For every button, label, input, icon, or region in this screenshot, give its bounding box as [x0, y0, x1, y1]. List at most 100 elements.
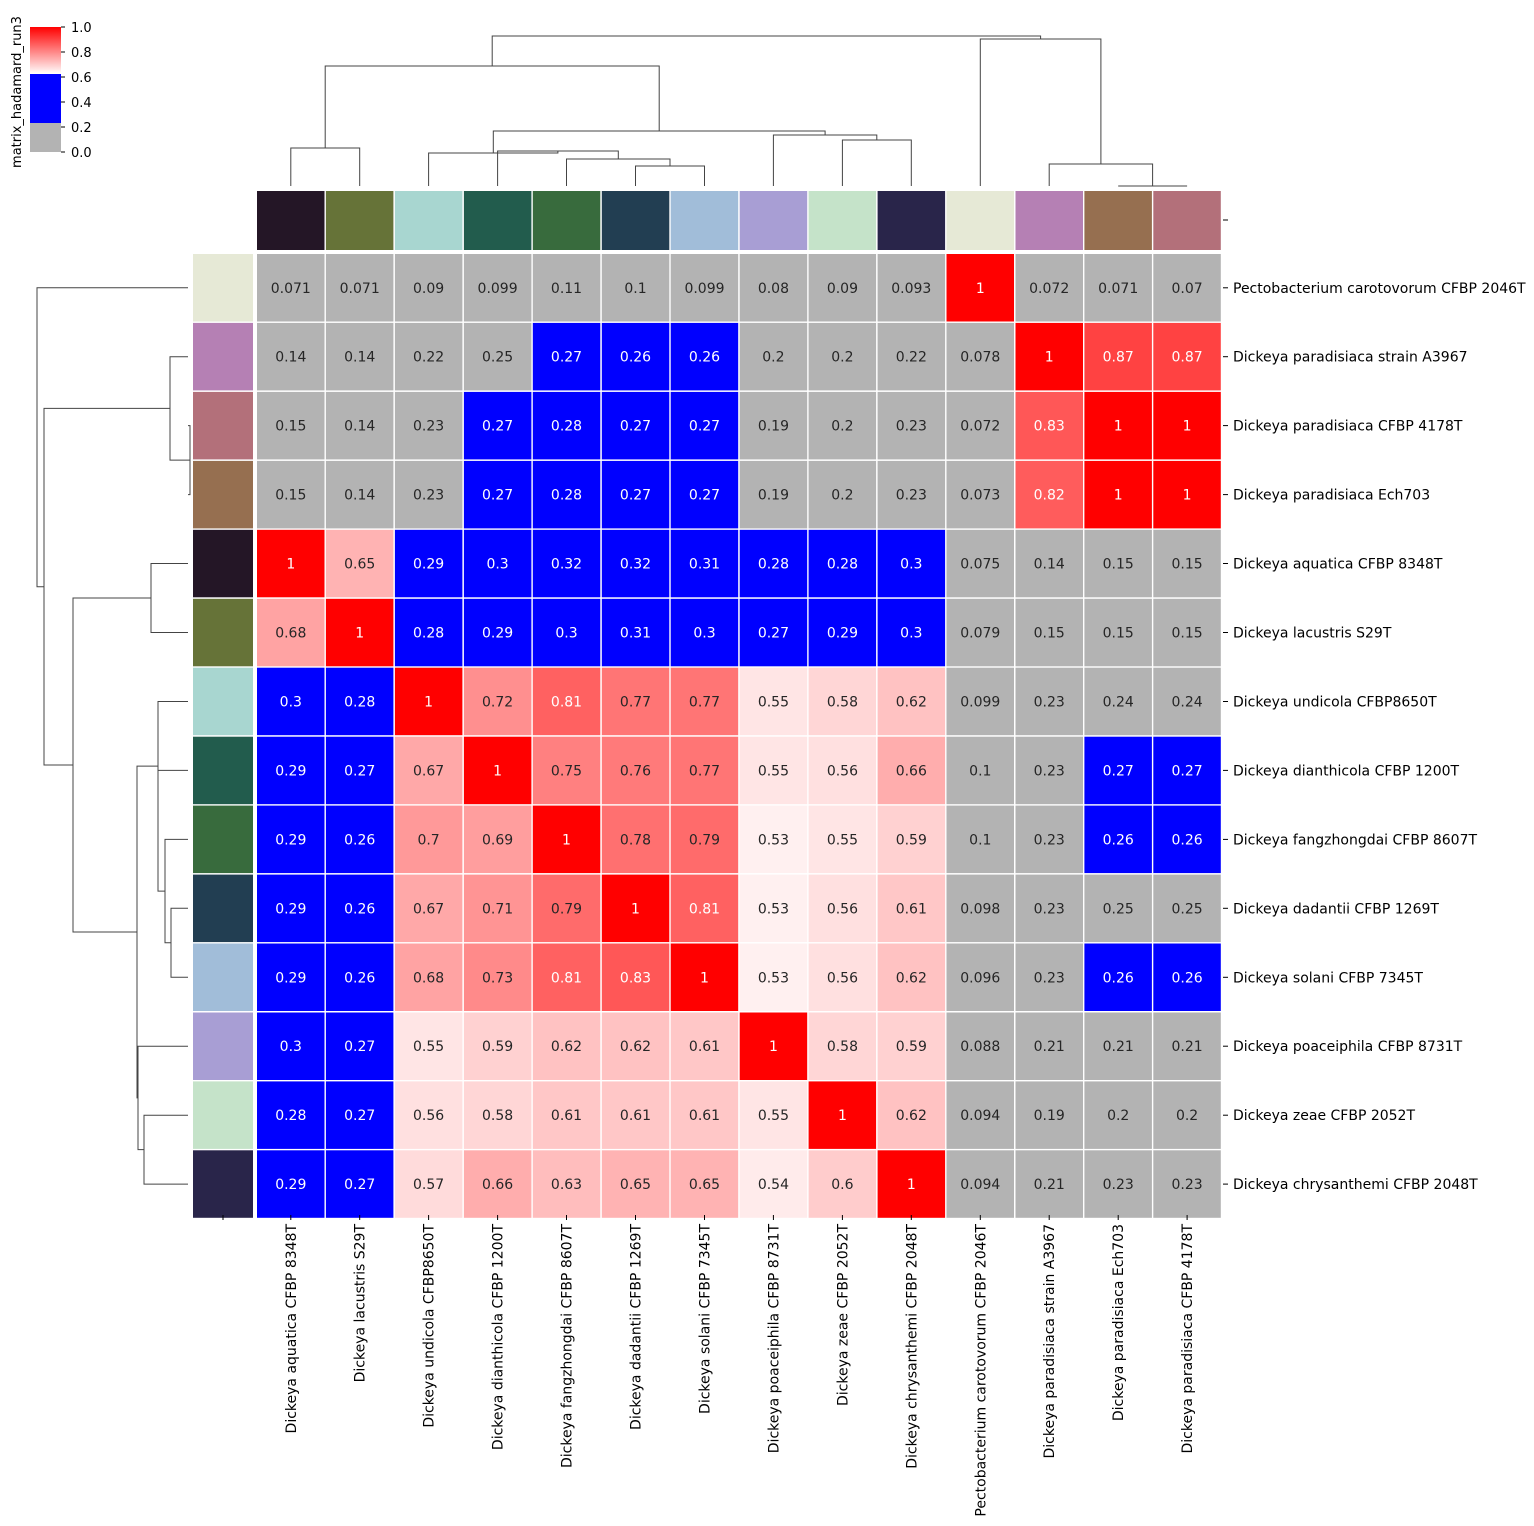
cell-value-label: 0.26 [1172, 970, 1203, 986]
heatmap-cell [601, 667, 670, 736]
heatmap-cell [257, 667, 325, 736]
cell-value-label: 0.57 [413, 1177, 444, 1193]
cell-value-label: 0.26 [689, 350, 720, 366]
cell-value-label: 0.28 [413, 626, 444, 642]
cell-value-label: 0.29 [275, 901, 306, 917]
row-dendrogram-link [36, 287, 188, 588]
heatmap-cell [946, 1081, 1014, 1149]
heatmap-cell [1084, 943, 1152, 1011]
heatmap-cell [463, 1012, 532, 1080]
heatmap-cells: 0.071 0.071 0.09 0.099 0.11 0.1 0.099 0.08 0.09 0… [257, 254, 1221, 1218]
column-color-swatch [325, 191, 394, 250]
cell-value-label: 0.21 [1034, 1039, 1065, 1055]
heatmap-cell [1153, 667, 1221, 736]
column-color-strip [257, 191, 1228, 250]
cell-value-label: 0.72 [482, 695, 513, 711]
heatmap-cell [739, 254, 808, 322]
heatmap-cell [946, 460, 1014, 529]
cell-value-label: 0.21 [1034, 1177, 1065, 1193]
heatmap-cell [601, 254, 670, 322]
cell-value-label: 0.19 [1034, 1108, 1065, 1124]
colorbar-band-high [30, 27, 61, 74]
cell-value-label: 0.27 [344, 1177, 375, 1193]
heatmap-cell [532, 322, 601, 391]
heatmap-cell [463, 736, 532, 805]
cell-value-label: 0.67 [413, 901, 444, 917]
cell-value-label: 0.2 [831, 350, 853, 366]
heatmap-cell [1084, 1150, 1152, 1218]
heatmap-cell [532, 529, 601, 598]
column-dendrogram-link [635, 165, 705, 186]
cell-value-label: 1 [1183, 419, 1192, 435]
row-label: Dickeya poaceiphila CFBP 8731T [1233, 1039, 1463, 1055]
column-label: Dickeya poaceiphila CFBP 8731T [766, 1224, 782, 1454]
column-color-swatch [394, 191, 463, 250]
column-label: Dickeya chrysanthemi CFBP 2048T [904, 1224, 920, 1469]
cell-value-label: 0.77 [620, 695, 651, 711]
column-color-swatch [877, 191, 946, 250]
column-label: Dickeya solani CFBP 7345T [698, 1224, 714, 1414]
heatmap-cell [532, 1150, 601, 1218]
row-label: Dickeya zeae CFBP 2052T [1233, 1108, 1415, 1124]
cell-value-label: 0.6 [831, 1177, 853, 1193]
cell-value-label: 0.61 [896, 901, 927, 917]
heatmap-cell [946, 805, 1014, 874]
heatmap-cell [1153, 805, 1221, 874]
column-dendrogram [290, 35, 1188, 187]
heatmap-cell [1015, 254, 1083, 322]
heatmap-cell [257, 598, 325, 667]
cell-value-label: 0.2 [1176, 1108, 1198, 1124]
heatmap-cell [739, 322, 808, 391]
heatmap-cell [1153, 391, 1221, 460]
heatmap-cell [946, 391, 1014, 460]
row-label: Dickeya paradisiaca Ech703 [1233, 488, 1430, 504]
cell-value-label: 0.69 [482, 832, 513, 848]
heatmap-cell [325, 1012, 394, 1080]
heatmap-cell [946, 1012, 1014, 1080]
heatmap-cell [532, 943, 601, 1011]
heatmap-cell [601, 322, 670, 391]
heatmap-cell [1084, 254, 1152, 322]
row-label: Dickeya chrysanthemi CFBP 2048T [1233, 1177, 1478, 1193]
heatmap-cell [808, 254, 877, 322]
heatmap-cell [877, 1150, 946, 1218]
heatmap-cell [532, 667, 601, 736]
cell-value-label: 0.15 [1103, 557, 1134, 573]
heatmap-cell [463, 1081, 532, 1149]
column-label: Dickeya aquatica CFBP 8348T [284, 1224, 300, 1434]
heatmap-cell [325, 805, 394, 874]
cell-value-label: 0.31 [620, 626, 651, 642]
heatmap-cell [1153, 943, 1221, 1011]
column-label: Pectobacterium carotovorum CFBP 2046T [973, 1224, 989, 1517]
row-label: Dickeya undicola CFBP8650T [1233, 695, 1437, 711]
cell-value-label: 0.088 [960, 1039, 1000, 1055]
cell-value-label: 0.099 [478, 281, 518, 297]
cell-value-label: 0.58 [827, 695, 858, 711]
cell-value-label: 0.56 [413, 1108, 444, 1124]
cell-value-label: 0.2 [831, 419, 853, 435]
cell-value-label: 0.3 [900, 557, 922, 573]
heatmap-cell [1153, 736, 1221, 805]
cell-value-label: 0.32 [551, 557, 582, 573]
row-label: Dickeya fangzhongdai CFBP 8607T [1233, 832, 1477, 848]
heatmap-cell [670, 460, 739, 529]
cell-value-label: 0.27 [1103, 763, 1134, 779]
cell-value-label: 0.23 [896, 488, 927, 504]
row-dendrogram-link [170, 907, 188, 978]
heatmap-cell [877, 667, 946, 736]
cell-value-label: 0.54 [758, 1177, 789, 1193]
heatmap-cell [394, 1081, 463, 1149]
heatmap-cell [808, 736, 877, 805]
cell-value-label: 0.55 [758, 1108, 789, 1124]
heatmap-cell [257, 943, 325, 1011]
row-dendrogram-link [150, 563, 188, 633]
cell-value-label: 0.81 [551, 695, 582, 711]
heatmap-cell [601, 460, 670, 529]
cell-value-label: 0.79 [689, 832, 720, 848]
row-label: Dickeya lacustris S29T [1233, 626, 1392, 642]
row-color-swatch [193, 736, 253, 805]
heatmap-cell [1015, 736, 1083, 805]
column-dendrogram-link [290, 147, 361, 186]
heatmap-cell [808, 1081, 877, 1149]
cell-value-label: 0.1 [624, 281, 646, 297]
